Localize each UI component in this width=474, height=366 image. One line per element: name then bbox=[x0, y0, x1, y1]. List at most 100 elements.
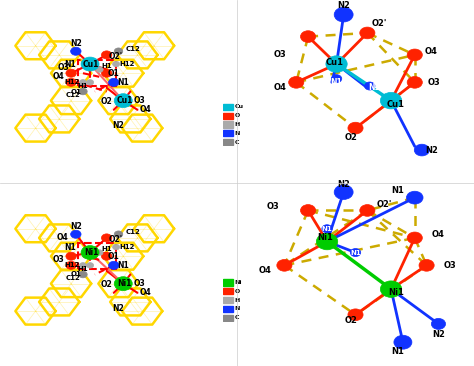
Text: O3: O3 bbox=[428, 78, 440, 87]
Bar bbox=[223, 139, 233, 145]
Text: H: H bbox=[235, 298, 240, 303]
Text: N1: N1 bbox=[350, 250, 361, 255]
Text: Ni1: Ni1 bbox=[84, 248, 99, 257]
Text: O2: O2 bbox=[101, 97, 112, 106]
Text: H12: H12 bbox=[119, 61, 135, 67]
Circle shape bbox=[66, 261, 76, 269]
Circle shape bbox=[301, 31, 316, 42]
Circle shape bbox=[81, 57, 99, 71]
Circle shape bbox=[334, 7, 353, 22]
Bar bbox=[223, 306, 233, 312]
Circle shape bbox=[66, 252, 76, 260]
Text: N1: N1 bbox=[331, 78, 342, 87]
Text: O: O bbox=[235, 113, 240, 118]
Text: O2': O2' bbox=[109, 235, 123, 244]
Text: C: C bbox=[235, 315, 239, 320]
Circle shape bbox=[348, 122, 363, 134]
Text: O2: O2 bbox=[101, 280, 112, 289]
Text: H1: H1 bbox=[101, 246, 112, 252]
Circle shape bbox=[348, 309, 363, 321]
Text: O4: O4 bbox=[52, 72, 64, 81]
Circle shape bbox=[80, 80, 87, 85]
Circle shape bbox=[380, 281, 402, 297]
Text: N1: N1 bbox=[369, 83, 380, 92]
Text: Cu: Cu bbox=[235, 104, 244, 109]
Text: N1: N1 bbox=[64, 243, 76, 251]
Text: N: N bbox=[235, 131, 240, 136]
Circle shape bbox=[316, 234, 337, 250]
Bar bbox=[223, 104, 233, 110]
Circle shape bbox=[331, 75, 342, 83]
Bar bbox=[223, 122, 233, 127]
Circle shape bbox=[322, 225, 332, 233]
Text: O3: O3 bbox=[134, 279, 146, 288]
Circle shape bbox=[79, 271, 87, 278]
Text: O2': O2' bbox=[376, 201, 392, 209]
Circle shape bbox=[109, 78, 119, 86]
Circle shape bbox=[414, 144, 429, 156]
Text: O4: O4 bbox=[140, 288, 152, 297]
Text: N1: N1 bbox=[322, 226, 332, 232]
Circle shape bbox=[66, 78, 76, 86]
Text: Ni1: Ni1 bbox=[388, 288, 404, 297]
Circle shape bbox=[109, 261, 119, 269]
Text: O1: O1 bbox=[108, 69, 119, 78]
Bar bbox=[223, 280, 233, 285]
Text: H1: H1 bbox=[78, 83, 88, 89]
Text: C12: C12 bbox=[66, 275, 81, 281]
Bar bbox=[223, 130, 233, 136]
Text: O2: O2 bbox=[344, 133, 357, 142]
Text: H1: H1 bbox=[101, 63, 112, 69]
Text: O4: O4 bbox=[425, 47, 438, 56]
Text: N2: N2 bbox=[113, 304, 124, 313]
Text: O3: O3 bbox=[134, 96, 146, 105]
Circle shape bbox=[114, 277, 132, 291]
Circle shape bbox=[101, 234, 112, 242]
Text: O4: O4 bbox=[57, 234, 69, 242]
Text: N2: N2 bbox=[337, 1, 350, 10]
Bar bbox=[223, 315, 233, 321]
Text: N1: N1 bbox=[118, 78, 129, 87]
Text: O1: O1 bbox=[71, 272, 81, 277]
Circle shape bbox=[301, 205, 316, 216]
Circle shape bbox=[113, 61, 120, 67]
Text: O1: O1 bbox=[71, 89, 81, 94]
Text: C: C bbox=[235, 139, 239, 145]
Text: Ni1: Ni1 bbox=[317, 234, 333, 242]
Text: Ni: Ni bbox=[235, 280, 242, 285]
Circle shape bbox=[86, 80, 94, 85]
Circle shape bbox=[289, 76, 304, 88]
Bar bbox=[223, 113, 233, 119]
Circle shape bbox=[360, 27, 375, 39]
Circle shape bbox=[81, 246, 99, 259]
Text: H12: H12 bbox=[64, 79, 80, 85]
Text: C12: C12 bbox=[125, 229, 140, 235]
Text: H12: H12 bbox=[64, 262, 80, 268]
Text: C12: C12 bbox=[66, 92, 81, 98]
Text: H: H bbox=[235, 122, 240, 127]
Text: H1: H1 bbox=[78, 266, 88, 272]
Text: O2': O2' bbox=[372, 19, 387, 28]
Circle shape bbox=[431, 318, 446, 329]
Circle shape bbox=[80, 263, 87, 268]
Text: Cu1: Cu1 bbox=[83, 60, 100, 68]
Text: O3: O3 bbox=[444, 261, 456, 270]
Circle shape bbox=[114, 48, 123, 55]
Circle shape bbox=[71, 47, 81, 55]
Text: O3: O3 bbox=[266, 202, 279, 211]
Text: N1: N1 bbox=[392, 186, 405, 195]
Circle shape bbox=[96, 250, 103, 255]
Text: O2': O2' bbox=[109, 52, 123, 61]
Text: N1: N1 bbox=[392, 347, 405, 356]
Text: N1: N1 bbox=[118, 261, 129, 270]
Circle shape bbox=[114, 94, 132, 108]
Circle shape bbox=[407, 232, 422, 244]
Text: N2: N2 bbox=[70, 38, 82, 48]
Circle shape bbox=[114, 231, 123, 238]
Circle shape bbox=[419, 259, 434, 271]
Text: N2: N2 bbox=[425, 146, 438, 154]
Text: N2: N2 bbox=[337, 180, 350, 189]
Circle shape bbox=[365, 82, 375, 90]
Circle shape bbox=[326, 56, 347, 72]
Circle shape bbox=[360, 205, 375, 216]
